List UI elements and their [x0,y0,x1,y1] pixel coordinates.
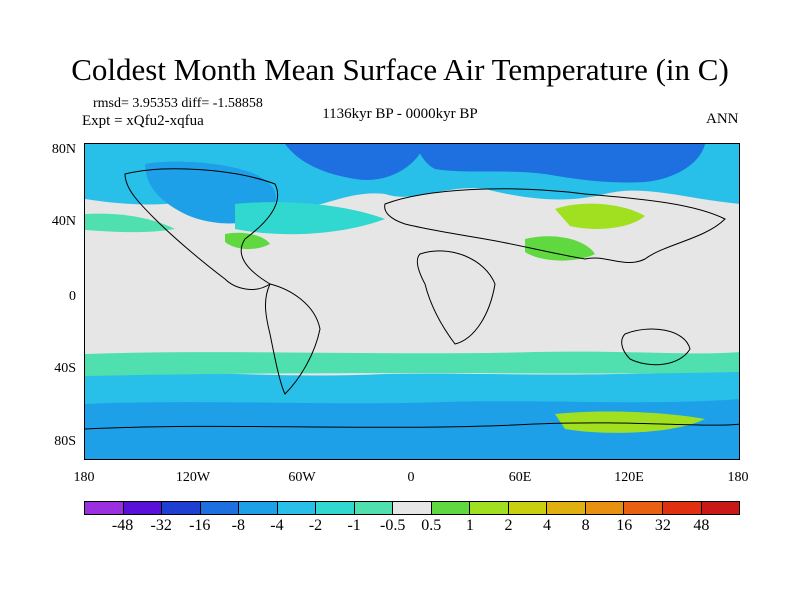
colorbar-swatch [354,502,394,514]
lon-label-180e: 180 [727,470,749,485]
colorbar-label: -0.5 [380,517,406,534]
colorbar-label: -1 [347,517,361,534]
colorbar-label: 0.5 [421,517,442,534]
colorbar-label: -2 [308,517,323,534]
colorbar-swatch [431,502,471,514]
colorbar-label: -16 [189,517,211,534]
map-svg [85,144,739,459]
lon-label-180w: 180 [73,470,95,485]
temperature-anomaly-map [84,143,740,460]
colorbar-label: 32 [654,517,671,534]
lon-label-0: 0 [407,470,415,485]
colorbar-swatch [200,502,240,514]
lat-label-40n: 40N [51,214,76,229]
lon-label-120e: 120E [614,470,644,485]
coastlines [85,168,739,430]
colorbar-swatch [162,502,201,514]
colorbar-swatch [316,502,355,514]
lat-label-80s: 80S [54,434,76,449]
north-atlantic-cold [235,202,385,235]
colorbar-swatch [393,502,432,514]
lat-label-0: 0 [69,289,76,304]
lon-label-60w: 60W [288,470,316,485]
colorbar [84,501,740,515]
colorbar-swatch [85,502,124,514]
colorbar-swatch [624,502,663,514]
colorbar-label: 8 [581,517,590,534]
colorbar-swatch [123,502,163,514]
colorbar-label: -4 [270,517,284,534]
colorbar-label: 4 [543,517,552,534]
colorbar-label: 16 [616,517,633,534]
lon-label-60e: 60E [508,470,532,485]
colorbar-label: -32 [150,517,172,534]
subtropical-south-band [85,351,739,376]
siberia-deep-cold [415,144,705,183]
colorbar-swatch [585,502,625,514]
colorbar-swatch [277,502,317,514]
arabia-warm [525,236,595,261]
lat-label-40s: 40S [54,361,76,376]
colorbar-label: -8 [231,517,246,534]
gulf-warm [225,232,270,250]
map-title: Coldest Month Mean Surface Air Temperatu… [71,52,729,87]
lat-label-80n: 80N [51,142,76,157]
antarctica-warm [555,411,705,433]
colorbar-swatch [662,502,702,514]
colorbar-label: 1 [465,517,474,534]
arctic-deep-cold [285,144,425,180]
colorbar-swatch [547,502,586,514]
colorbar-label: 48 [693,517,710,534]
season-label: ANN [706,111,739,127]
colorbar-swatch [508,502,548,514]
lon-label-120w: 120W [175,470,211,485]
experiment-label: Expt = xQfu2-xqfua [82,113,204,129]
colorbar-label: 2 [504,517,513,534]
north-pacific-band [85,213,175,233]
colorbar-label: -48 [111,517,134,534]
eurasia-warm [555,203,645,229]
colorbar-swatch [470,502,509,514]
colorbar-swatch [239,502,278,514]
colorbar-swatch [701,502,740,514]
stats-text: rmsd= 3.95353 diff= -1.58858 [93,96,263,111]
period-label: 1136kyr BP - 0000kyr BP [322,106,478,122]
